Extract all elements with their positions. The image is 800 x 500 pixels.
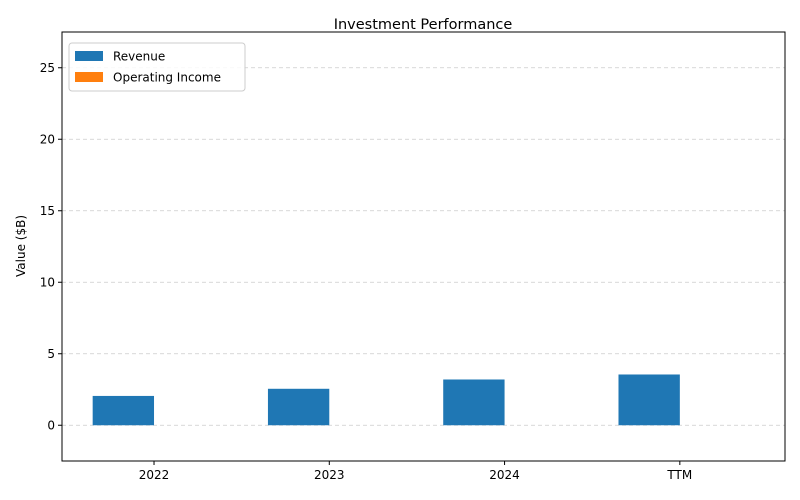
y-axis-label: Value ($B) xyxy=(14,215,28,277)
y-tick-label: 5 xyxy=(47,347,55,361)
y-tick-label: 10 xyxy=(40,275,55,289)
y-tick-label: 0 xyxy=(47,418,55,432)
bar-revenue xyxy=(92,395,155,426)
y-tick-label: 25 xyxy=(40,61,55,75)
legend-label: Operating Income xyxy=(113,71,221,85)
plot-frame xyxy=(61,31,786,462)
bar-revenue xyxy=(618,374,680,426)
legend: Revenue Operating Income xyxy=(68,42,246,92)
legend-box xyxy=(68,42,246,92)
bar-revenue xyxy=(267,388,330,426)
x-tick-label: 2022 xyxy=(139,468,170,482)
legend-swatch xyxy=(75,72,103,82)
y-axis-ticks: 0 5 10 15 20 25 xyxy=(40,61,62,432)
grid-lines xyxy=(62,67,785,426)
y-tick-label: 15 xyxy=(40,204,55,218)
x-tick-label: 2024 xyxy=(489,468,520,482)
legend-label: Revenue xyxy=(113,50,165,64)
chart-title: Investment Performance xyxy=(334,17,513,33)
legend-swatch xyxy=(75,51,103,61)
y-tick-label: 20 xyxy=(40,132,55,146)
bar-revenue xyxy=(443,379,505,426)
bars xyxy=(92,374,680,426)
x-tick-label: 2023 xyxy=(314,468,345,482)
x-axis-ticks: 2022 2023 2024 TTM xyxy=(139,461,692,482)
x-tick-label: TTM xyxy=(666,468,692,482)
